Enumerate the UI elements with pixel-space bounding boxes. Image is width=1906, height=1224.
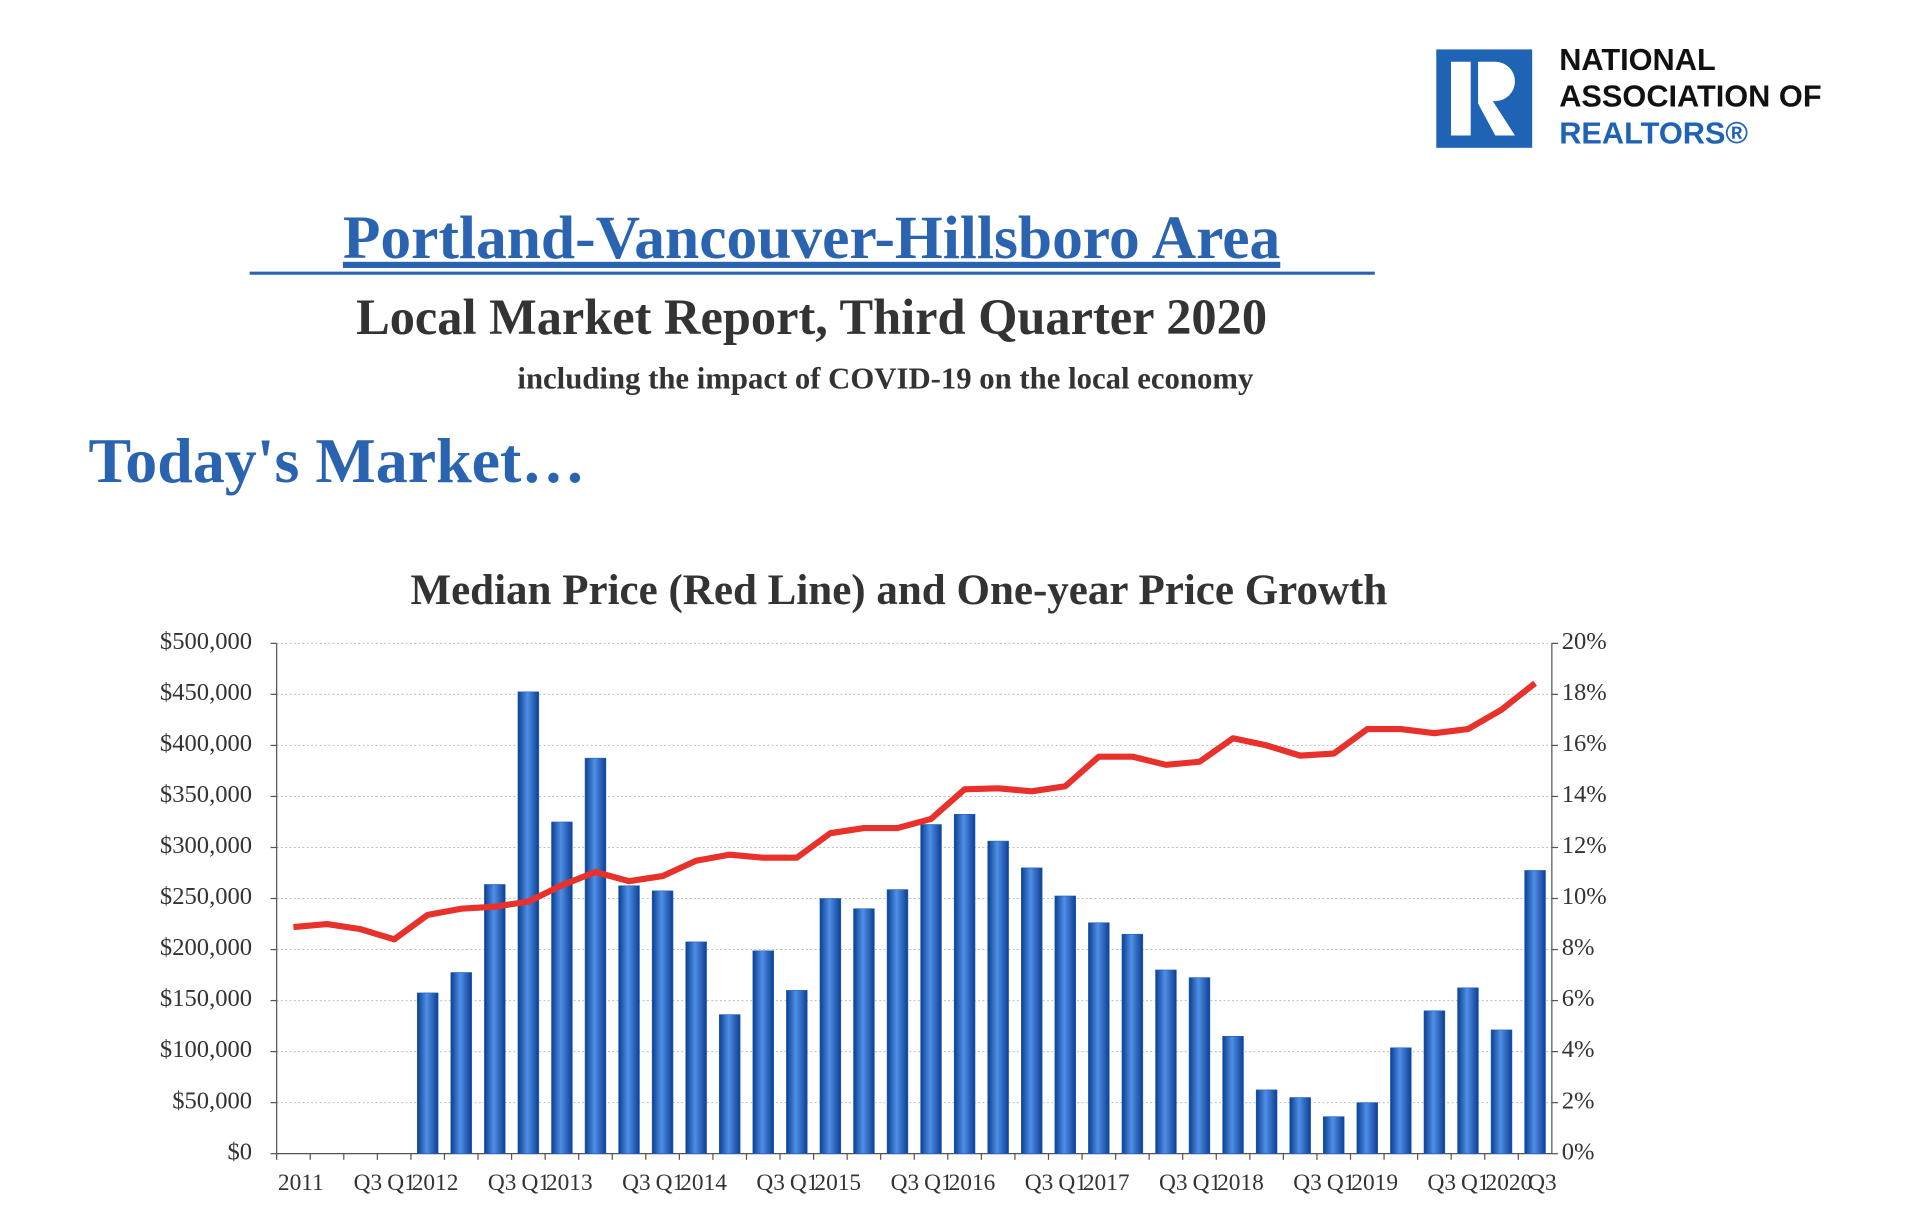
y2-tick-label: 0% — [1562, 1138, 1595, 1165]
x-tick-label: Q3 — [1293, 1170, 1322, 1196]
bar — [517, 691, 540, 1154]
y2-tick-label: 20% — [1562, 628, 1607, 655]
x-tick-label: Q3 — [488, 1170, 517, 1196]
y2-tick-label: 2% — [1562, 1087, 1595, 1114]
y2-tick-label: 16% — [1562, 730, 1607, 757]
x-tick-label: Q3 — [1427, 1170, 1456, 1196]
bar — [1390, 1047, 1412, 1154]
bar — [953, 814, 976, 1154]
chart-title: Median Price (Red Line) and One-year Pri… — [410, 567, 1387, 614]
y2-tick-label: 18% — [1562, 679, 1607, 706]
x-tick-label: 2015 — [814, 1170, 861, 1196]
y2-tick-label: 12% — [1562, 832, 1607, 859]
x-tick-label: 2014 — [680, 1170, 727, 1196]
x-tick-label: Q3 — [354, 1170, 383, 1196]
y-tick-label: $350,000 — [160, 781, 252, 808]
x-tick-label: Q3 — [1528, 1170, 1557, 1196]
x-tick-label: 2018 — [1217, 1170, 1264, 1196]
x-tick-label: Q3 — [756, 1170, 785, 1196]
bar — [886, 889, 909, 1154]
bar — [786, 990, 808, 1154]
x-tick-label: Q1 — [1058, 1170, 1087, 1196]
y2-tick-label: 8% — [1562, 934, 1595, 961]
y2-tick-label: 6% — [1562, 985, 1595, 1012]
y-tick-label: $100,000 — [160, 1036, 252, 1063]
y2-tick-label: 10% — [1562, 883, 1607, 910]
bar — [1155, 969, 1177, 1154]
x-tick-label: Q3 — [891, 1170, 920, 1196]
bar — [1088, 922, 1110, 1154]
x-tick-label: Q1 — [924, 1170, 953, 1196]
y-tick-label: $500,000 — [160, 628, 252, 655]
bar — [1524, 870, 1546, 1154]
bar — [920, 824, 942, 1154]
bar — [618, 885, 640, 1154]
bar — [484, 884, 506, 1154]
x-tick-label: 2011 — [278, 1170, 324, 1196]
x-tick-label: Q1 — [1193, 1170, 1222, 1196]
y-tick-label: $50,000 — [172, 1087, 252, 1114]
y-tick-label: $400,000 — [160, 730, 252, 757]
bar — [1255, 1089, 1278, 1154]
x-tick-label: Q1 — [521, 1170, 550, 1196]
y-tick-label: $250,000 — [160, 883, 252, 910]
bar — [1356, 1102, 1378, 1154]
report-note: including the impact of COVID-19 on the … — [517, 361, 1254, 395]
x-tick-label: Q1 — [1327, 1170, 1356, 1196]
x-tick-label: 2019 — [1351, 1170, 1398, 1196]
bar — [1222, 1035, 1244, 1154]
bar — [1323, 1116, 1345, 1154]
y-tick-label: $200,000 — [160, 934, 252, 961]
bar — [584, 757, 607, 1154]
bar — [450, 972, 472, 1154]
x-tick-label: 2013 — [546, 1170, 593, 1196]
bar — [416, 992, 439, 1154]
bar — [1054, 895, 1076, 1154]
bar — [685, 941, 707, 1154]
bar — [651, 890, 674, 1154]
x-tick-label: 2012 — [412, 1170, 459, 1196]
x-tick-label: 2020 — [1486, 1170, 1533, 1196]
y-tick-label: $150,000 — [160, 985, 252, 1012]
report-title: Portland-Vancouver-Hillsboro Area — [343, 204, 1280, 272]
y2-tick-label: 14% — [1562, 781, 1607, 808]
logo-text: REALTORS® — [1559, 116, 1748, 151]
bar — [819, 898, 842, 1154]
bar — [718, 1014, 741, 1154]
bar — [987, 840, 1009, 1154]
y2-tick-label: 4% — [1562, 1036, 1595, 1063]
bar — [853, 908, 875, 1154]
section-title: Today's Market… — [89, 425, 586, 496]
price-line — [293, 680, 1537, 943]
bar — [1490, 1029, 1513, 1154]
plot: $0 $50,000 $100,000 $150,000 $200,000 $250,00… — [160, 628, 1607, 1196]
x-tick-label: Q1 — [656, 1170, 685, 1196]
bar — [1423, 1010, 1446, 1154]
logo: NATIONAL ASSOCIATION OF REALTORS® — [1436, 42, 1822, 151]
x-tick-label: Q3 — [622, 1170, 651, 1196]
x-tick-label: Q1 — [790, 1170, 819, 1196]
logo-text: ASSOCIATION OF — [1559, 79, 1821, 114]
y-tick-label: $0 — [228, 1138, 253, 1165]
bar — [1457, 987, 1479, 1154]
y-tick-label: $300,000 — [160, 832, 252, 859]
logo-text: NATIONAL — [1559, 42, 1716, 77]
x-tick-label: Q3 — [1159, 1170, 1188, 1196]
y-tick-label: $450,000 — [160, 679, 252, 706]
logo-r — [1451, 61, 1515, 136]
bar — [1188, 977, 1211, 1154]
x-tick-label: 2016 — [949, 1170, 996, 1196]
bar — [1021, 867, 1043, 1154]
bar — [1121, 933, 1144, 1154]
x-tick-label: Q3 — [1025, 1170, 1054, 1196]
x-tick-label: Q1 — [1461, 1170, 1490, 1196]
x-tick-label: 2017 — [1083, 1170, 1130, 1196]
x-tick-label: Q1 — [387, 1170, 416, 1196]
bar — [1289, 1097, 1311, 1154]
report-subtitle: Local Market Report, Third Quarter 2020 — [356, 289, 1267, 345]
bar — [551, 821, 573, 1154]
bar — [752, 950, 774, 1154]
